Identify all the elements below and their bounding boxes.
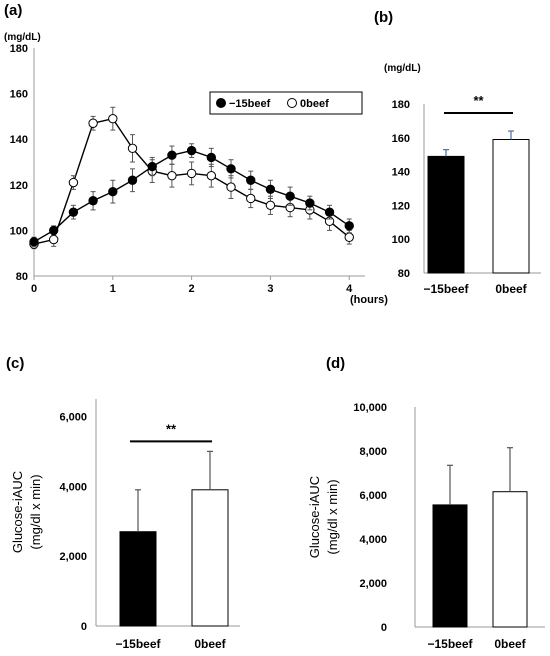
x-tick-label-a: 1	[110, 283, 116, 295]
category-label-b: −15beef	[423, 282, 469, 296]
y-tick-label-a: 100	[10, 225, 28, 237]
y-tick-label-c: 0	[81, 621, 87, 633]
y-tick-label-a: 80	[16, 271, 28, 283]
category-label-b: 0beef	[495, 282, 527, 296]
y-tick-label-d: 0	[381, 622, 387, 634]
data-point-open	[68, 177, 79, 188]
panel-label-d: (d)	[326, 355, 345, 372]
y-tick-label-d: 10,000	[353, 402, 387, 414]
data-point-filled	[206, 152, 217, 163]
data-point-filled	[147, 161, 157, 172]
data-point-filled	[226, 164, 236, 174]
data-point-filled	[285, 191, 295, 201]
y-unit-label-b: (mg/dL)	[384, 63, 421, 74]
bar-0beef	[492, 491, 528, 628]
data-point-filled	[49, 225, 59, 236]
category-label-c: 0beef	[194, 637, 226, 651]
category-label-d: −15beef	[427, 637, 473, 651]
x-tick-label-a: 0	[31, 283, 37, 295]
data-point-open	[226, 182, 236, 192]
data-point-filled	[324, 207, 335, 217]
chart-a: (mg/dL) 80 100 120 140 160 180 0 1 2 3 4(hours) −15b…	[4, 32, 388, 306]
data-point-open	[206, 170, 217, 181]
bar-minus15beef	[427, 155, 465, 274]
data-point-filled	[344, 221, 354, 231]
data-point-open	[167, 170, 177, 181]
bar-0beef	[492, 138, 530, 274]
y-tick-label-c: 6,000	[59, 411, 87, 423]
data-point-filled	[186, 145, 197, 156]
chart-c: Glucose-iAUC (mg/dl x min) 0 2,000 4,000 6,00…	[10, 399, 240, 651]
y-axis-sublabel-c: (mg/dl x min)	[28, 474, 43, 549]
data-point-open	[108, 113, 118, 124]
panel-label-a: (a)	[4, 2, 22, 19]
legend-box	[209, 91, 363, 115]
y-tick-label-a: 120	[10, 180, 28, 192]
y-axis-sublabel-d: (mg/dl x min)	[325, 479, 340, 554]
significance-marker-c: **	[166, 421, 177, 436]
y-tick-label-a: 160	[10, 89, 28, 101]
category-label-c: −15beef	[115, 637, 161, 651]
bar-minus15beef	[432, 504, 468, 628]
data-point-filled	[68, 207, 79, 217]
x-tick-label-a: 3	[267, 283, 273, 295]
x-tick-label-a: 2	[189, 283, 195, 295]
y-tick-label-d: 8,000	[359, 446, 387, 458]
legend-label-minus15beef: −15beef	[229, 98, 271, 110]
panel-label-c: (c)	[6, 355, 24, 372]
data-point-open	[344, 232, 354, 242]
y-tick-label-a: 180	[10, 43, 28, 55]
data-point-open	[49, 234, 59, 245]
data-point-filled	[167, 150, 177, 160]
y-tick-label-c: 2,000	[59, 551, 87, 563]
legend-label-0beef: 0beef	[300, 98, 329, 110]
legend-marker-open	[287, 98, 297, 108]
data-point-filled	[265, 184, 276, 195]
y-tick-label-d: 4,000	[359, 534, 387, 546]
panel-label-b: (b)	[374, 9, 393, 26]
data-point-filled	[88, 196, 98, 206]
data-point-filled	[246, 175, 256, 185]
y-tick-label-b: 180	[392, 99, 410, 111]
y-tick-label-b: 100	[392, 234, 410, 246]
data-point-open	[186, 168, 197, 179]
data-point-filled	[108, 186, 118, 197]
y-tick-label-b: 80	[398, 268, 410, 280]
data-point-open	[127, 143, 138, 154]
data-point-filled	[29, 237, 39, 247]
data-point-open	[265, 200, 276, 211]
legend-marker-filled	[216, 98, 226, 108]
x-tick-label-a: 4	[346, 283, 353, 295]
chart-b: (mg/dL) 80 100 120 140 160 180 −15beef 0beef **	[384, 63, 541, 296]
category-label-d: 0beef	[494, 637, 526, 651]
y-tick-label-a: 140	[10, 134, 28, 146]
bar-minus15beef	[119, 531, 157, 627]
y-tick-label-b: 120	[392, 200, 410, 212]
data-point-open	[246, 193, 256, 204]
data-point-filled	[305, 198, 315, 208]
data-point-open	[88, 118, 98, 128]
y-tick-label-d: 6,000	[359, 490, 387, 502]
y-unit-label-a: (mg/dL)	[4, 32, 41, 43]
y-tick-label-c: 4,000	[59, 481, 87, 493]
chart-d: Glucose-iAUC (mg/dl x min) 0 2,000 4,000 6,00…	[307, 402, 545, 651]
significance-marker-b: **	[473, 93, 484, 108]
data-point-filled	[127, 175, 138, 185]
y-tick-label-d: 2,000	[359, 578, 387, 590]
y-axis-label-c: Glucose-iAUC	[10, 471, 25, 553]
bar-0beef	[191, 489, 229, 627]
y-axis-label-d: Glucose-iAUC	[307, 476, 322, 558]
x-axis-label-a: (hours)	[350, 294, 388, 306]
y-tick-label-b: 140	[392, 167, 410, 179]
y-tick-label-b: 160	[392, 133, 410, 145]
